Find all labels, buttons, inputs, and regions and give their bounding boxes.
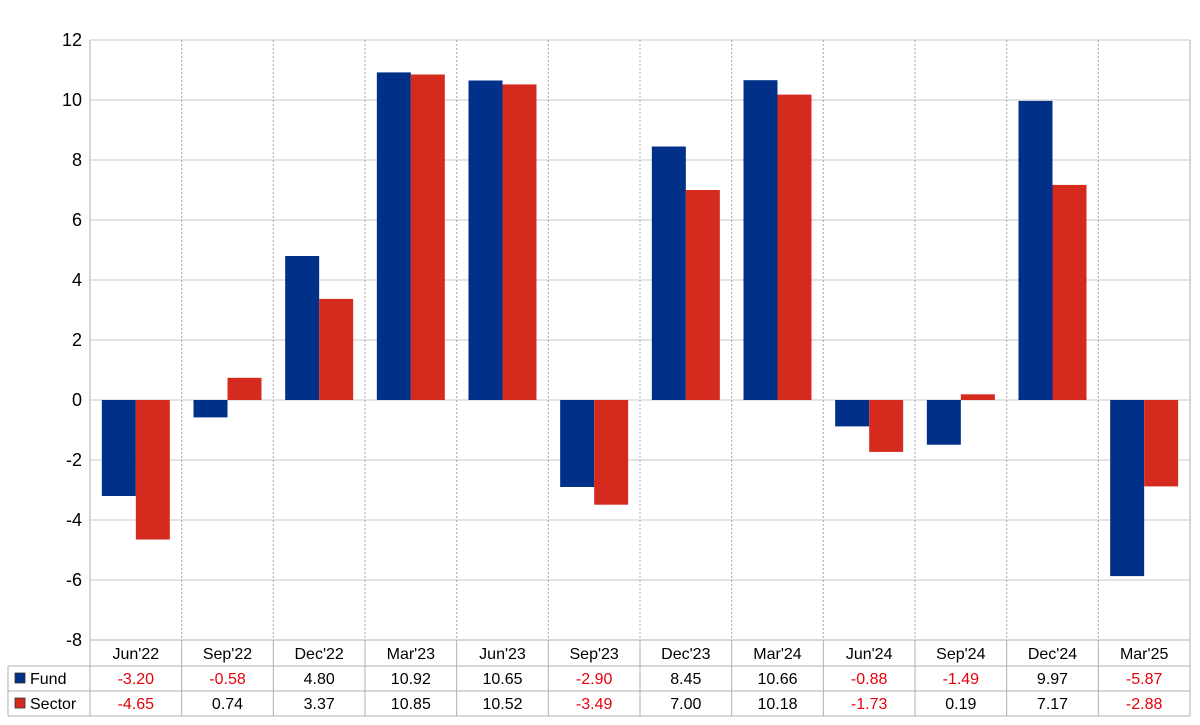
bar-sector (135, 400, 170, 540)
bar-fund (1018, 100, 1053, 401)
bar-sector (1144, 400, 1179, 487)
x-category-label: Jun'23 (479, 646, 526, 663)
bar-fund (560, 400, 595, 487)
bar-sector (777, 94, 812, 400)
x-category-label: Dec'22 (295, 646, 344, 663)
y-tick-label: 10 (62, 90, 82, 110)
data-label-fund: 10.92 (391, 671, 431, 688)
x-category-label: Mar'24 (753, 646, 802, 663)
legend-swatch-fund (14, 672, 26, 684)
data-label-sector: -4.65 (118, 696, 155, 713)
data-label-sector: 10.18 (757, 696, 797, 713)
data-label-sector: 3.37 (304, 696, 335, 713)
bar-sector (502, 84, 537, 401)
data-label-sector: 10.52 (482, 696, 522, 713)
x-category-label: Sep'23 (570, 646, 619, 663)
y-tick-label: -2 (66, 450, 82, 470)
x-category-label: Jun'22 (113, 646, 160, 663)
x-category-label: Jun'24 (846, 646, 893, 663)
data-label-sector: 0.74 (212, 696, 243, 713)
x-category-label: Sep'24 (936, 646, 985, 663)
data-table: Jun'22 Sep'22 Dec'22 Mar'23 Jun'23 Sep'23 Dec'… (7, 639, 1190, 717)
legend-label-fund: Fund (30, 671, 66, 688)
bar-sector (869, 400, 904, 452)
bar-fund (376, 72, 411, 401)
bar-sector (319, 298, 354, 400)
data-label-sector: -3.49 (576, 696, 613, 713)
y-tick-label: 12 (62, 30, 82, 50)
y-tick-label: -8 (66, 630, 82, 650)
y-tick-label: 4 (72, 270, 82, 290)
x-category-label: Mar'23 (387, 646, 436, 663)
y-tick-label: -6 (66, 570, 82, 590)
data-label-fund: -0.88 (851, 671, 888, 688)
x-category-label: Sep'22 (203, 646, 252, 663)
data-label-fund: -3.20 (118, 671, 155, 688)
data-label-fund: 9.97 (1037, 671, 1068, 688)
data-label-fund: 8.45 (670, 671, 701, 688)
bar-fund (926, 400, 961, 445)
bar-fund (468, 80, 503, 400)
bar-sector (960, 394, 995, 400)
data-label-fund: 10.65 (482, 671, 522, 688)
y-tick-label: 8 (72, 150, 82, 170)
data-label-sector: 10.85 (391, 696, 431, 713)
data-label-sector: 7.17 (1037, 696, 1068, 713)
x-category-label: Mar'25 (1120, 646, 1169, 663)
data-label-sector: 7.00 (670, 696, 701, 713)
x-category-label: Dec'24 (1028, 646, 1077, 663)
bars (101, 72, 1179, 577)
legend-label-sector: Sector (30, 696, 77, 713)
data-label-sector: -1.73 (851, 696, 888, 713)
data-label-sector: 0.19 (945, 696, 976, 713)
y-tick-label: -4 (66, 510, 82, 530)
bar-fund (193, 400, 228, 418)
bar-fund (651, 146, 686, 400)
x-category-label: Dec'23 (661, 646, 710, 663)
y-tick-label: 6 (72, 210, 82, 230)
legend-swatch-sector (14, 697, 26, 709)
data-label-sector: -2.88 (1126, 696, 1163, 713)
data-label-fund: -0.58 (209, 671, 246, 688)
bar-sector (410, 74, 445, 400)
data-label-fund: 10.66 (757, 671, 797, 688)
bar-fund (835, 400, 870, 427)
data-label-fund: -5.87 (1126, 671, 1163, 688)
bar-fund (1110, 400, 1145, 577)
y-tick-label: 0 (72, 390, 82, 410)
data-label-fund: -2.90 (576, 671, 613, 688)
bar-fund (285, 256, 320, 400)
y-tick-label: 2 (72, 330, 82, 350)
bar-sector (685, 190, 720, 400)
gridlines (89, 39, 1191, 716)
bar-sector (227, 377, 262, 400)
bar-fund (101, 400, 136, 496)
data-label-fund: -1.49 (943, 671, 980, 688)
data-label-fund: 4.80 (304, 671, 335, 688)
bar-fund (743, 80, 778, 400)
bar-sector (1052, 184, 1087, 400)
y-axis-ticks: -8 -6 -4 -2 0 2 4 6 8 10 12 (62, 30, 82, 650)
bar-sector (594, 400, 629, 505)
